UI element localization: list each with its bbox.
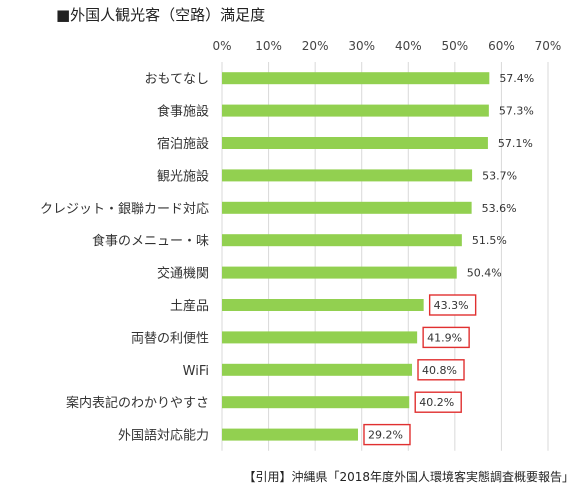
x-tick-label: 40% <box>395 39 422 53</box>
category-label: クレジット・銀聯カード対応 <box>40 202 209 217</box>
bar <box>222 72 490 85</box>
category-label: 両替の利便性 <box>131 331 209 346</box>
value-label-highlight-box <box>428 294 477 316</box>
category-label: 食事のメニュー・味 <box>92 233 209 249</box>
value-label: 40.8% <box>422 364 457 377</box>
bar <box>222 331 418 344</box>
value-label: 40.2% <box>419 396 454 409</box>
bar <box>222 299 424 311</box>
bar <box>222 396 410 409</box>
bar <box>222 137 488 149</box>
value-label: 29.2% <box>368 429 403 442</box>
category-label: 土産品 <box>170 298 209 314</box>
value-label: 53.7% <box>482 169 517 182</box>
value-label: 43.3% <box>434 299 469 312</box>
x-tick-label: 0% <box>212 39 231 53</box>
x-tick-label: 50% <box>442 39 469 53</box>
bar <box>222 201 472 214</box>
category-label: 宿泊施設 <box>157 136 209 152</box>
value-label-highlight-box <box>363 423 411 446</box>
value-label: 57.3% <box>499 105 534 118</box>
citation-text: 【引用】沖縄県「2018年度外国人環境客実態調査概要報告」 <box>243 470 574 484</box>
value-label: 51.5% <box>472 234 507 247</box>
bar <box>222 266 457 279</box>
x-tick-label: 70% <box>535 39 562 53</box>
bar <box>222 428 358 441</box>
bar <box>222 363 413 376</box>
bar <box>222 104 489 117</box>
category-label: 交通機関 <box>157 266 209 282</box>
category-label: 観光施設 <box>157 168 209 184</box>
x-tick-label: 20% <box>302 39 329 53</box>
x-tick-label: 10% <box>255 39 282 53</box>
category-label: WiFi <box>183 364 209 379</box>
x-tick-label: 30% <box>348 39 375 53</box>
value-label-highlight-box <box>422 326 470 349</box>
value-label: 57.1% <box>498 137 533 150</box>
x-tick-label: 60% <box>488 39 515 53</box>
value-label-highlight-box <box>414 391 462 413</box>
value-label-highlight-box <box>417 359 465 381</box>
value-label: 50.4% <box>467 267 502 280</box>
category-label: 外国語対応能力 <box>118 428 209 444</box>
bar <box>222 234 462 247</box>
category-label: 食事施設 <box>157 104 209 120</box>
category-label: おもてなし <box>145 72 209 87</box>
category-label: 案内表記のわかりやすさ <box>66 395 209 411</box>
value-label: 41.9% <box>427 331 462 344</box>
chart-title: ■外国人観光客（空路）満足度 <box>56 6 266 24</box>
value-label: 57.4% <box>499 72 534 85</box>
bar <box>222 169 473 182</box>
value-label: 53.6% <box>482 202 517 215</box>
